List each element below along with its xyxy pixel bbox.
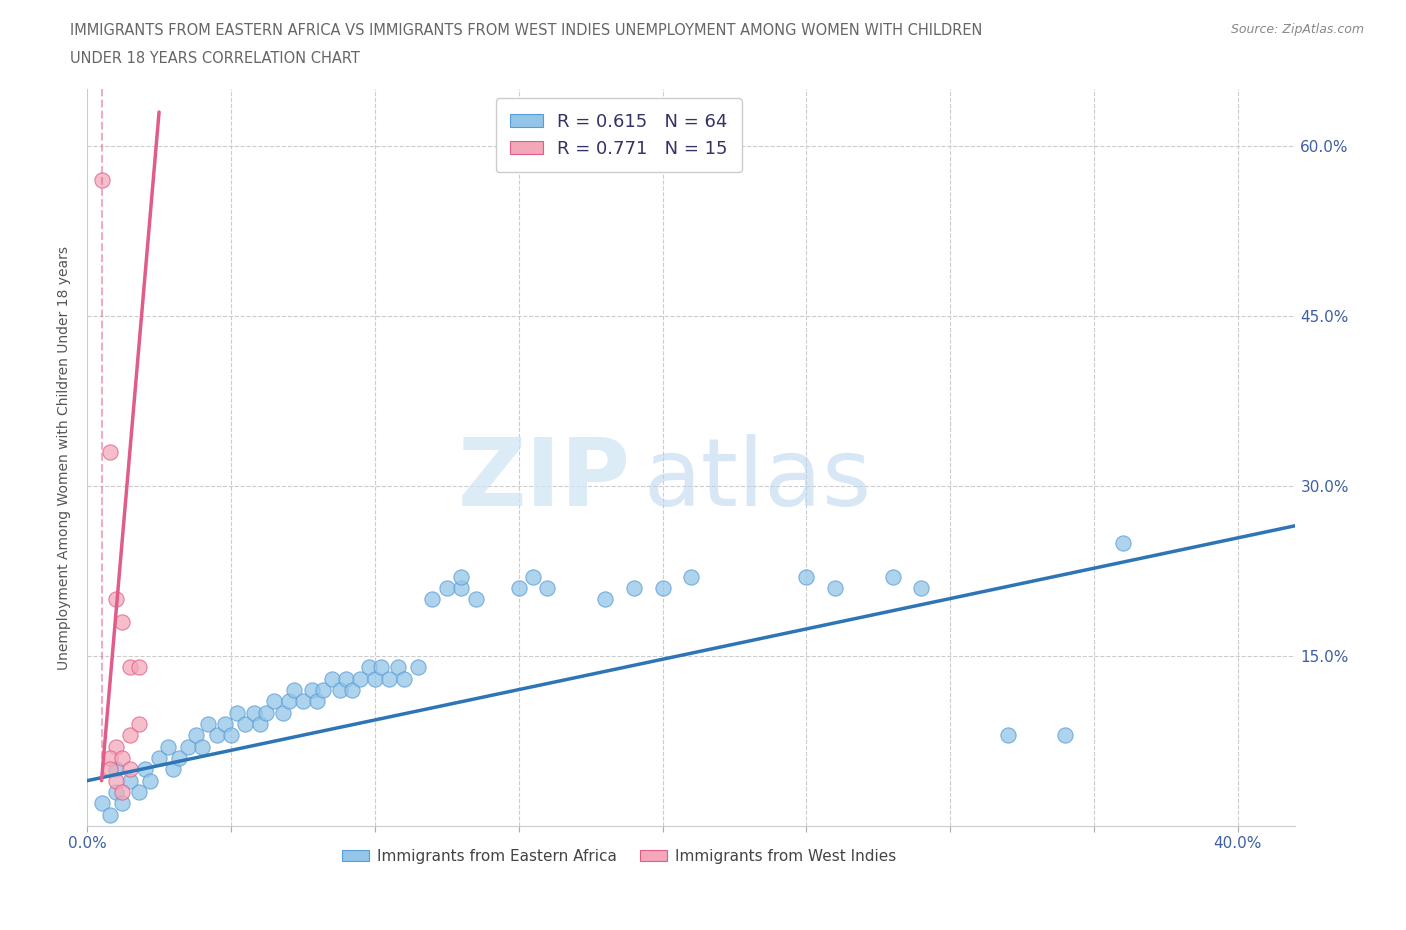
Point bbox=[392, 671, 415, 686]
Point bbox=[177, 739, 200, 754]
Point bbox=[536, 580, 558, 595]
Point bbox=[111, 615, 134, 630]
Point bbox=[910, 580, 932, 595]
Legend: Immigrants from Eastern Africa, Immigrants from West Indies: Immigrants from Eastern Africa, Immigran… bbox=[336, 843, 903, 870]
Point bbox=[271, 705, 294, 720]
Point bbox=[329, 683, 352, 698]
Point bbox=[219, 728, 242, 743]
Point bbox=[422, 591, 444, 606]
Point bbox=[104, 773, 127, 788]
Point bbox=[796, 569, 818, 584]
Point bbox=[406, 660, 429, 675]
Point bbox=[197, 717, 219, 732]
Point bbox=[167, 751, 190, 765]
Point bbox=[283, 683, 305, 698]
Point bbox=[508, 580, 530, 595]
Text: IMMIGRANTS FROM EASTERN AFRICA VS IMMIGRANTS FROM WEST INDIES UNEMPLOYMENT AMONG: IMMIGRANTS FROM EASTERN AFRICA VS IMMIGR… bbox=[70, 23, 983, 38]
Point bbox=[824, 580, 846, 595]
Point bbox=[623, 580, 645, 595]
Point bbox=[191, 739, 214, 754]
Point bbox=[651, 580, 673, 595]
Point bbox=[464, 591, 486, 606]
Point bbox=[522, 569, 544, 584]
Point bbox=[98, 445, 121, 459]
Point bbox=[1112, 536, 1135, 551]
Point bbox=[90, 173, 112, 188]
Point bbox=[340, 683, 363, 698]
Point bbox=[370, 660, 392, 675]
Point bbox=[997, 728, 1019, 743]
Point bbox=[90, 796, 112, 811]
Point bbox=[134, 762, 156, 777]
Point bbox=[387, 660, 409, 675]
Point bbox=[128, 717, 150, 732]
Point bbox=[225, 705, 247, 720]
Point bbox=[120, 728, 142, 743]
Point bbox=[593, 591, 616, 606]
Point bbox=[128, 785, 150, 800]
Point bbox=[243, 705, 266, 720]
Point bbox=[1054, 728, 1077, 743]
Point bbox=[111, 796, 134, 811]
Point bbox=[681, 569, 703, 584]
Point bbox=[98, 751, 121, 765]
Point bbox=[277, 694, 299, 709]
Text: atlas: atlas bbox=[643, 433, 872, 525]
Point bbox=[450, 580, 472, 595]
Point bbox=[186, 728, 208, 743]
Point bbox=[378, 671, 401, 686]
Point bbox=[364, 671, 387, 686]
Point bbox=[98, 807, 121, 822]
Point bbox=[214, 717, 236, 732]
Point bbox=[104, 739, 127, 754]
Point bbox=[111, 751, 134, 765]
Point bbox=[104, 762, 127, 777]
Point bbox=[139, 773, 162, 788]
Point bbox=[254, 705, 277, 720]
Point bbox=[882, 569, 904, 584]
Point bbox=[120, 762, 142, 777]
Point bbox=[436, 580, 458, 595]
Text: ZIP: ZIP bbox=[458, 433, 631, 525]
Text: Source: ZipAtlas.com: Source: ZipAtlas.com bbox=[1230, 23, 1364, 36]
Point bbox=[291, 694, 314, 709]
Point bbox=[307, 694, 329, 709]
Point bbox=[98, 762, 121, 777]
Point bbox=[156, 739, 179, 754]
Point bbox=[349, 671, 371, 686]
Point bbox=[321, 671, 343, 686]
Point bbox=[128, 660, 150, 675]
Point bbox=[120, 773, 142, 788]
Text: UNDER 18 YEARS CORRELATION CHART: UNDER 18 YEARS CORRELATION CHART bbox=[70, 51, 360, 66]
Point bbox=[148, 751, 170, 765]
Point bbox=[104, 785, 127, 800]
Point bbox=[120, 660, 142, 675]
Point bbox=[263, 694, 285, 709]
Point bbox=[249, 717, 271, 732]
Point bbox=[450, 569, 472, 584]
Point bbox=[162, 762, 184, 777]
Point bbox=[359, 660, 381, 675]
Y-axis label: Unemployment Among Women with Children Under 18 years: Unemployment Among Women with Children U… bbox=[58, 246, 72, 670]
Point bbox=[312, 683, 335, 698]
Point bbox=[335, 671, 357, 686]
Point bbox=[111, 785, 134, 800]
Point bbox=[104, 591, 127, 606]
Point bbox=[235, 717, 257, 732]
Point bbox=[205, 728, 228, 743]
Point bbox=[301, 683, 323, 698]
